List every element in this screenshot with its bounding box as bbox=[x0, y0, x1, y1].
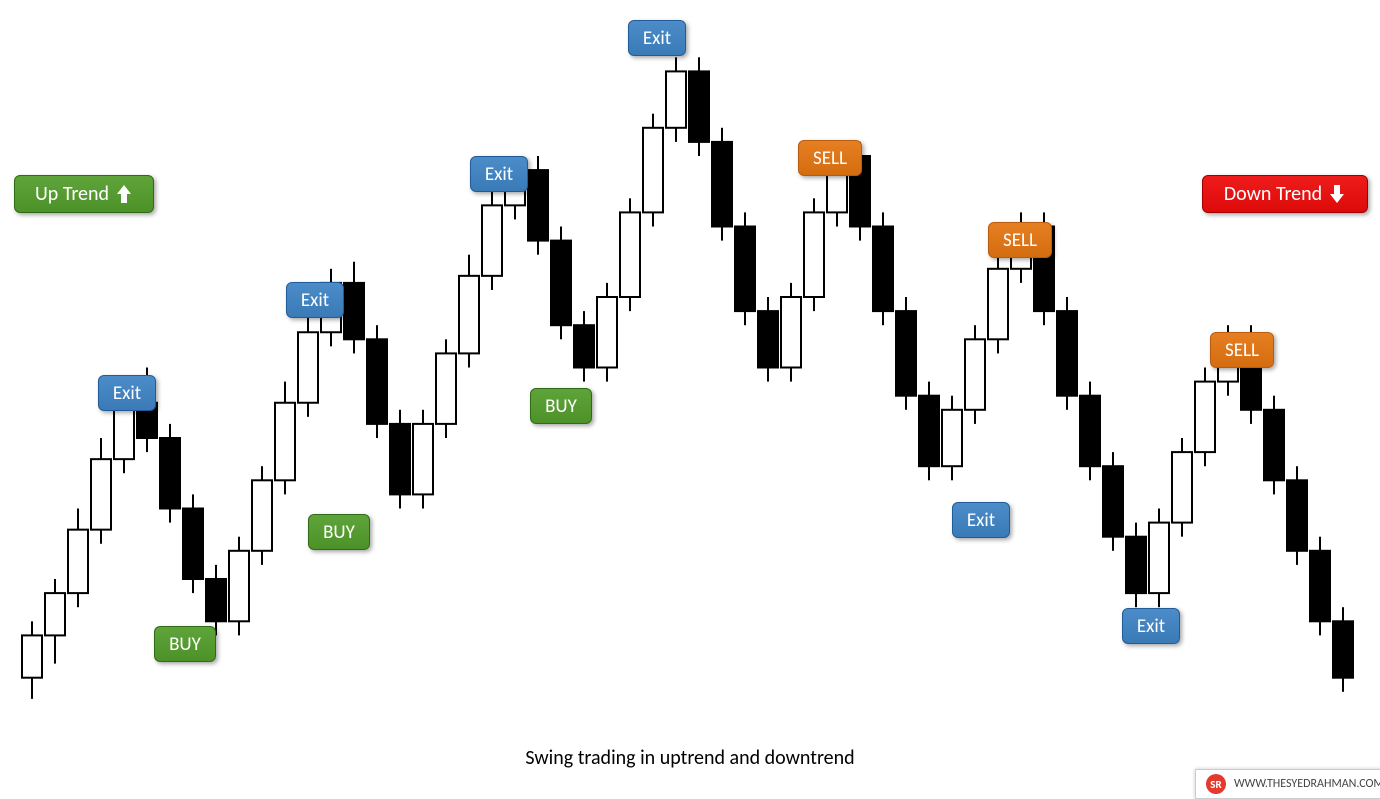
label-text: BUY bbox=[169, 633, 201, 656]
label-text: Exit bbox=[967, 509, 995, 532]
down-trend-label: Down Trend bbox=[1202, 175, 1368, 213]
candle bbox=[1195, 368, 1215, 467]
candle bbox=[413, 410, 433, 509]
buy-label: BUY bbox=[308, 514, 370, 550]
label-text: SELL bbox=[813, 147, 847, 170]
label-text: Down Trend bbox=[1224, 182, 1322, 206]
candle bbox=[1149, 509, 1169, 608]
candle bbox=[206, 565, 226, 636]
candle bbox=[735, 212, 755, 325]
candle bbox=[574, 311, 594, 382]
label-text: Exit bbox=[301, 289, 329, 312]
up-trend-label: Up Trend bbox=[14, 175, 154, 213]
watermark-text: WWW.THESYEDRAHMAN.COM bbox=[1234, 777, 1380, 791]
caption-text: Swing trading in uptrend and downtrend bbox=[525, 746, 854, 770]
label-text: SELL bbox=[1225, 339, 1259, 362]
candle bbox=[712, 128, 732, 241]
label-text: BUY bbox=[545, 395, 577, 418]
label-text: Up Trend bbox=[35, 182, 109, 206]
sell-label: SELL bbox=[798, 140, 862, 176]
candle bbox=[896, 297, 916, 410]
candle bbox=[91, 438, 111, 544]
candle bbox=[666, 57, 686, 142]
arrow-down-icon bbox=[1328, 183, 1346, 205]
exit-label: Exit bbox=[98, 375, 156, 411]
exit-label: Exit bbox=[470, 156, 528, 192]
candle bbox=[229, 537, 249, 636]
candle bbox=[919, 382, 939, 481]
candle bbox=[367, 325, 387, 438]
buy-label: BUY bbox=[154, 626, 216, 662]
candle bbox=[68, 509, 88, 608]
candle bbox=[1126, 523, 1146, 608]
candle bbox=[551, 227, 571, 340]
candle bbox=[390, 410, 410, 509]
exit-label: Exit bbox=[286, 282, 344, 318]
candle bbox=[252, 466, 272, 565]
candle bbox=[1172, 438, 1192, 537]
exit-label: Exit bbox=[952, 502, 1010, 538]
label-text: Exit bbox=[1137, 615, 1165, 638]
candle bbox=[1333, 607, 1353, 692]
candle bbox=[160, 424, 180, 523]
label-text: BUY bbox=[323, 521, 355, 544]
candle bbox=[1057, 297, 1077, 410]
candle bbox=[344, 262, 364, 354]
label-text: Exit bbox=[643, 27, 671, 50]
sell-label: SELL bbox=[988, 222, 1052, 258]
candle bbox=[1287, 466, 1307, 565]
candlestick-chart bbox=[0, 0, 1380, 799]
candle bbox=[482, 184, 502, 290]
candle bbox=[1310, 537, 1330, 636]
candle bbox=[620, 198, 640, 311]
candle bbox=[988, 255, 1008, 354]
candle bbox=[45, 579, 65, 664]
candle bbox=[942, 396, 962, 481]
candle bbox=[781, 283, 801, 382]
exit-label: Exit bbox=[628, 20, 686, 56]
candle bbox=[528, 156, 548, 255]
candle bbox=[298, 311, 318, 417]
chart-caption: Swing trading in uptrend and downtrend bbox=[440, 746, 940, 770]
candle bbox=[22, 621, 42, 699]
candle bbox=[643, 114, 663, 227]
candle bbox=[758, 297, 778, 382]
sell-label: SELL bbox=[1210, 332, 1274, 368]
label-text: SELL bbox=[1003, 229, 1037, 252]
candle bbox=[873, 212, 893, 325]
candle bbox=[804, 198, 824, 311]
candle bbox=[1264, 396, 1284, 495]
candle bbox=[689, 57, 709, 156]
candle bbox=[1103, 452, 1123, 551]
candle bbox=[275, 382, 295, 495]
candle bbox=[183, 494, 203, 593]
candle bbox=[965, 325, 985, 424]
label-text: Exit bbox=[485, 163, 513, 186]
candle bbox=[1080, 382, 1100, 481]
arrow-up-icon bbox=[115, 183, 133, 205]
watermark-icon: SR bbox=[1206, 774, 1226, 794]
watermark: SR WWW.THESYEDRAHMAN.COM bbox=[1195, 769, 1380, 799]
candle bbox=[597, 283, 617, 382]
exit-label: Exit bbox=[1122, 608, 1180, 644]
buy-label: BUY bbox=[530, 388, 592, 424]
label-text: Exit bbox=[113, 382, 141, 405]
candle bbox=[459, 255, 479, 368]
candle bbox=[436, 339, 456, 438]
